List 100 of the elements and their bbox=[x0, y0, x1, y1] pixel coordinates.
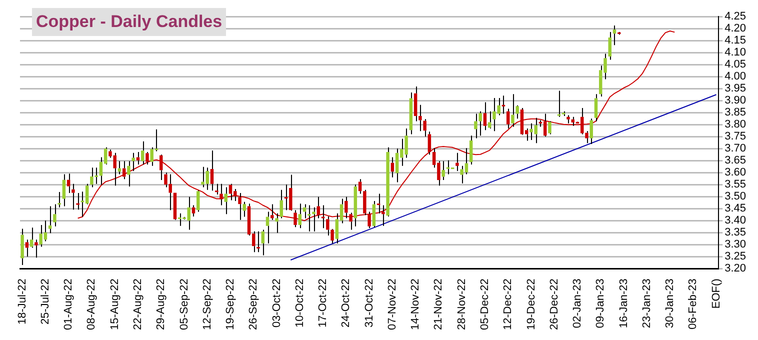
y-tick-label: 3.95 bbox=[724, 82, 746, 95]
candlestick bbox=[312, 206, 316, 232]
candlestick bbox=[140, 140, 144, 165]
x-tick-label: 14-Nov-22 bbox=[410, 278, 422, 330]
y-tick-label: 3.85 bbox=[724, 106, 746, 119]
candlestick bbox=[20, 228, 24, 266]
y-tick-label: 3.65 bbox=[724, 154, 746, 167]
y-tick-label: 3.90 bbox=[724, 94, 746, 107]
candlestick bbox=[590, 118, 593, 145]
x-tick-label: 02-Jan-23 bbox=[572, 278, 584, 328]
candlestick bbox=[372, 200, 376, 228]
x-tick-label: 01-Aug-22 bbox=[62, 278, 75, 330]
x-tick-label: 08-Aug-22 bbox=[86, 278, 98, 330]
candlestick bbox=[280, 189, 284, 219]
candlestick bbox=[428, 131, 432, 156]
x-tick-label: 19-Dec-22 bbox=[525, 278, 538, 330]
candlestick bbox=[566, 114, 570, 124]
x-tick-label: 10-Oct-22 bbox=[294, 278, 306, 328]
x-tick-label: 15-Aug-22 bbox=[108, 278, 121, 330]
y-tick-label: 3.55 bbox=[724, 178, 746, 191]
chart-title: Copper - Daily Candles bbox=[32, 8, 226, 36]
candlestick bbox=[261, 229, 265, 256]
candlestick bbox=[442, 160, 445, 181]
y-tick-label: 3.50 bbox=[724, 190, 746, 203]
y-tick-label: 4.15 bbox=[724, 34, 746, 47]
candlestick bbox=[53, 204, 56, 227]
y-tick-label: 3.45 bbox=[724, 202, 746, 215]
x-tick-label: 26-Sep-22 bbox=[248, 278, 260, 330]
candlestick bbox=[196, 191, 200, 212]
candlestick bbox=[220, 183, 223, 206]
candlestick bbox=[316, 196, 320, 219]
candlestick bbox=[266, 211, 270, 244]
candlestick bbox=[456, 152, 459, 172]
candlestick bbox=[242, 201, 246, 218]
x-tick-label: 22-Aug-22 bbox=[132, 278, 144, 330]
y-tick-label: 3.70 bbox=[724, 142, 746, 155]
candlestick bbox=[34, 239, 38, 258]
candlestick bbox=[358, 178, 362, 194]
x-tick-label: 23-Jan-23 bbox=[640, 278, 653, 328]
x-tick-label: 30-Jan-23 bbox=[664, 278, 676, 328]
candlestick bbox=[30, 227, 34, 248]
y-tick-label: 4.05 bbox=[724, 58, 746, 71]
y-tick-label: 4.10 bbox=[724, 46, 746, 59]
candlestick bbox=[612, 24, 616, 46]
candlestick bbox=[173, 192, 177, 220]
x-tick-label: 12-Sep-22 bbox=[201, 278, 214, 330]
candlestick bbox=[62, 174, 66, 207]
x-tick-label: 31-Oct-22 bbox=[363, 278, 376, 328]
x-tick-label: 26-Dec-22 bbox=[548, 278, 560, 330]
y-tick-label: 4.25 bbox=[724, 10, 746, 23]
candlestick bbox=[478, 110, 482, 136]
x-tick-label: 21-Nov-22 bbox=[432, 278, 445, 330]
candlestick bbox=[483, 102, 487, 131]
x-tick-label: 24-Oct-22 bbox=[340, 278, 352, 328]
x-tick-label: 17-Oct-22 bbox=[317, 278, 330, 328]
y-tick-label: 3.60 bbox=[724, 166, 746, 179]
candlestick bbox=[48, 206, 52, 234]
x-tick-label: 06-Feb-23 bbox=[687, 278, 700, 330]
candlestick bbox=[506, 108, 510, 129]
x-tick-label: 12-Dec-22 bbox=[502, 278, 514, 330]
y-tick-label: 3.40 bbox=[724, 214, 746, 227]
x-tick-label: 19-Sep-22 bbox=[224, 278, 237, 330]
candlestick bbox=[275, 212, 278, 234]
y-tick-label: 3.35 bbox=[724, 226, 746, 239]
candlestick bbox=[543, 113, 547, 138]
x-tick-label: 05-Dec-22 bbox=[478, 278, 491, 330]
candlestick bbox=[127, 160, 130, 188]
x-tick-label: 05-Sep-22 bbox=[178, 278, 190, 330]
candlestick bbox=[85, 183, 89, 204]
x-tick-label: 03-Oct-22 bbox=[270, 278, 283, 328]
x-tick-label: 25-Jul-22 bbox=[39, 278, 52, 324]
candlestick bbox=[520, 108, 524, 134]
candlestick bbox=[159, 155, 163, 181]
y-tick-label: 3.80 bbox=[724, 118, 746, 131]
candlestick bbox=[354, 184, 358, 227]
x-tick-label: 18-Jul-22 bbox=[16, 278, 28, 324]
candlestick bbox=[25, 239, 29, 258]
candlestick bbox=[423, 118, 426, 138]
y-tick-label: 3.20 bbox=[724, 262, 746, 275]
y-tick-label: 4.20 bbox=[724, 22, 746, 35]
x-tick-label: 16-Jan-23 bbox=[618, 278, 630, 328]
candlestick bbox=[132, 152, 135, 172]
y-tick-label: 3.75 bbox=[724, 130, 746, 143]
candlestick bbox=[386, 146, 390, 218]
x-tick-label: EOF() bbox=[710, 278, 722, 309]
candlestick bbox=[192, 204, 196, 218]
candlestick bbox=[409, 92, 413, 135]
candlestick bbox=[608, 31, 612, 60]
y-tick-label: 3.25 bbox=[724, 250, 746, 263]
x-tick-label: 07-Nov-22 bbox=[386, 278, 398, 330]
y-tick-label: 4.00 bbox=[724, 70, 746, 83]
candlestick bbox=[594, 94, 598, 122]
candlestick bbox=[469, 135, 473, 165]
candlestick bbox=[210, 150, 214, 192]
candlestick bbox=[224, 186, 228, 215]
x-tick-label: 29-Aug-22 bbox=[155, 278, 168, 330]
y-tick-label: 3.30 bbox=[724, 238, 746, 251]
candlestick bbox=[136, 151, 140, 165]
x-tick-label: 09-Jan-23 bbox=[594, 278, 607, 328]
x-tick-label: 28-Nov-22 bbox=[456, 278, 468, 330]
